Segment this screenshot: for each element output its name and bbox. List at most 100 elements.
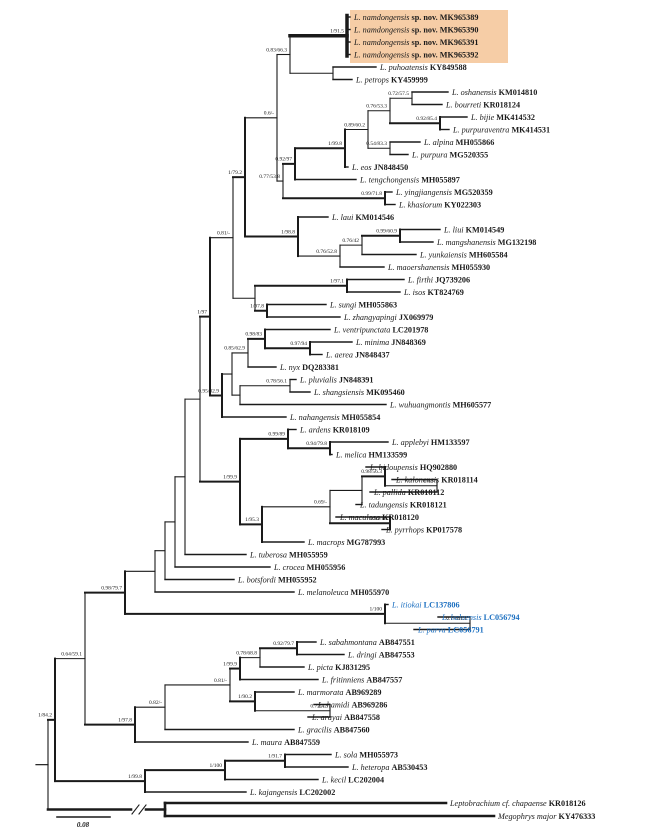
taxon-label: L. mangshanensis MG132198 bbox=[436, 238, 536, 247]
taxon-label: L. pallida KR018112 bbox=[373, 488, 444, 497]
taxon-label: L. alpina MH055866 bbox=[423, 138, 494, 147]
support-value: 0.6/- bbox=[264, 111, 274, 117]
taxon-label: L. shangsiensis MK095460 bbox=[313, 388, 405, 397]
taxon-label: L. kalonensis KR018114 bbox=[395, 475, 478, 484]
support-value: 1/97.8 bbox=[250, 304, 264, 310]
support-value: 0.72/42 bbox=[310, 704, 327, 710]
support-value: 0.81/- bbox=[214, 678, 227, 684]
taxon-label: L. bourreti KR018124 bbox=[445, 100, 520, 109]
support-value: 1/100 bbox=[369, 607, 382, 613]
taxon-label: L. namdongensis sp. nov. MK965389 bbox=[353, 13, 478, 22]
taxon-label: L. maoershanensis MH055930 bbox=[387, 263, 490, 272]
support-value: 1/99.9 bbox=[223, 474, 237, 480]
support-value: 0.69/- bbox=[314, 500, 327, 506]
taxon-label: L. wuhuangmontis MH605577 bbox=[389, 400, 491, 409]
support-value: 0.89/60.2 bbox=[344, 122, 365, 128]
taxon-label: L. zhangyapingi JX069979 bbox=[343, 313, 433, 322]
taxon-label: L. crocea MH055956 bbox=[273, 563, 345, 572]
support-value: 1/99.9 bbox=[223, 661, 237, 667]
support-value: 0.99/71.8 bbox=[361, 191, 382, 197]
support-value: 1/97.1 bbox=[330, 279, 344, 285]
taxon-label: L. eos JN848450 bbox=[351, 163, 408, 172]
taxon-label: L. macrops MG787993 bbox=[307, 538, 385, 547]
taxon-label: Leptobrachium cf. chapaense KR018126 bbox=[449, 799, 586, 808]
support-value: 0.72/57.5 bbox=[388, 91, 409, 97]
taxon-label: L. ventripunctata LC201978 bbox=[333, 325, 428, 334]
taxon-label: L. itiokai LC137806 bbox=[391, 600, 460, 609]
taxon-label: L. fritinniens AB847557 bbox=[321, 675, 402, 684]
taxon-label: L. marmorata AB969289 bbox=[297, 688, 381, 697]
support-value: 0.81/- bbox=[217, 231, 230, 237]
support-value: 0.99/89 bbox=[268, 432, 285, 438]
taxon-label: L. tuberosa MH055959 bbox=[249, 550, 328, 559]
taxon-label: L. laui KM014546 bbox=[331, 213, 394, 222]
taxon-label: L. puhoatensis KY849588 bbox=[379, 63, 467, 72]
scale-bar-label: 0.08 bbox=[77, 821, 90, 829]
taxon-label: L. nyx DQ283381 bbox=[279, 363, 339, 372]
taxon-label: L. bidoupensis HQ902880 bbox=[369, 463, 457, 472]
highlight-box bbox=[350, 10, 508, 63]
taxon-label: L. sola MH055973 bbox=[334, 750, 398, 759]
taxon-label: L. dringi AB847553 bbox=[347, 650, 415, 659]
taxon-label: L. nahangensis MH055854 bbox=[289, 413, 380, 422]
support-value: 0.76/42 bbox=[342, 238, 359, 244]
taxon-label: L. sabahmontana AB847551 bbox=[319, 638, 415, 647]
taxon-label: L. applebyi HM133597 bbox=[391, 438, 470, 447]
taxon-label: L. bijie MK414532 bbox=[470, 113, 535, 122]
taxon-label: L. sungi MH055863 bbox=[329, 300, 397, 309]
support-value: 0.92/79.7 bbox=[273, 641, 294, 647]
taxon-label: L. liui KM014549 bbox=[443, 225, 504, 234]
taxon-label: L. gracilis AB847560 bbox=[297, 725, 370, 734]
support-value: 0.77/53.8 bbox=[259, 174, 280, 180]
taxon-label: L. kecil LC202004 bbox=[321, 775, 384, 784]
support-value: 1/91.5 bbox=[330, 29, 344, 35]
taxon-label: L. namdongensis sp. nov. MK965391 bbox=[353, 38, 478, 47]
taxon-label: L. melica HM133599 bbox=[335, 450, 407, 459]
support-value: 0.54/83.3 bbox=[366, 141, 387, 147]
support-value: 0.94/79.8 bbox=[306, 441, 327, 447]
support-value: 0.76/52.8 bbox=[316, 249, 337, 255]
taxon-label: L. purpuraventra MK414531 bbox=[452, 125, 550, 134]
taxon-label: L. khasiorum KY022303 bbox=[398, 200, 481, 209]
support-value: 0.98/83 bbox=[245, 332, 262, 338]
taxon-label: L. aerea JN848437 bbox=[325, 350, 390, 359]
taxon-label: L. firthi JQ739206 bbox=[407, 275, 470, 284]
taxon-label: L. baluensis LC056794 bbox=[441, 613, 520, 622]
taxon-label: L. pyrrhops KP017578 bbox=[385, 525, 462, 534]
taxon-label: L. yunkaiensis MH605584 bbox=[419, 250, 508, 259]
support-value: 0.92/85.4 bbox=[416, 116, 437, 122]
support-value: 1/97 bbox=[197, 309, 207, 315]
support-value: 0.92/97 bbox=[275, 157, 292, 163]
support-value: 0.76/53.3 bbox=[366, 104, 387, 110]
support-value: 0.78/56.1 bbox=[266, 379, 287, 385]
taxon-label: L. petrops KY459999 bbox=[355, 75, 428, 84]
support-value: 0.99/80 bbox=[370, 516, 387, 522]
taxon-label: L. purpura MG520355 bbox=[411, 150, 488, 159]
support-value: 0.82/- bbox=[149, 700, 162, 706]
taxon-label: L. namdongensis sp. nov. MK965392 bbox=[353, 50, 478, 59]
taxon-label: L. tadungensis KR018121 bbox=[359, 500, 447, 509]
support-value: 1/79.2 bbox=[228, 170, 242, 176]
taxon-label: L. tengchongensis MH055897 bbox=[359, 175, 460, 184]
branch-break-mark bbox=[138, 804, 147, 815]
support-value: 1/98.8 bbox=[281, 229, 295, 235]
support-value: 1/95.3 bbox=[245, 517, 259, 523]
support-value: 1/84.2 bbox=[38, 713, 52, 719]
taxon-label: L. melanoleuca MH055970 bbox=[297, 588, 389, 597]
support-value: 1/91.7 bbox=[268, 754, 282, 760]
taxon-label: Megophrys major KY476333 bbox=[497, 812, 595, 821]
support-value: 0.85/62.9 bbox=[224, 346, 245, 352]
taxon-label: L. pluvialis JN848391 bbox=[299, 375, 373, 384]
support-value: 1/99.8 bbox=[128, 774, 142, 780]
taxon-label: L. ardens KR018109 bbox=[299, 425, 370, 434]
taxon-label: L. oshanensis KM014810 bbox=[451, 88, 537, 97]
support-value: 0.77/61.1 bbox=[446, 616, 467, 622]
support-value: 1/100 bbox=[209, 763, 222, 769]
taxon-label: L. yingjiangensis MG520359 bbox=[395, 188, 493, 197]
taxon-label: L. minima JN848369 bbox=[355, 338, 426, 347]
taxon-label: L. picta KJ831295 bbox=[307, 663, 370, 672]
support-value: 0.99/60.9 bbox=[376, 229, 397, 235]
taxon-label: L. maura AB847559 bbox=[251, 738, 320, 747]
taxon-label: L. maculosa KR018120 bbox=[339, 513, 419, 522]
